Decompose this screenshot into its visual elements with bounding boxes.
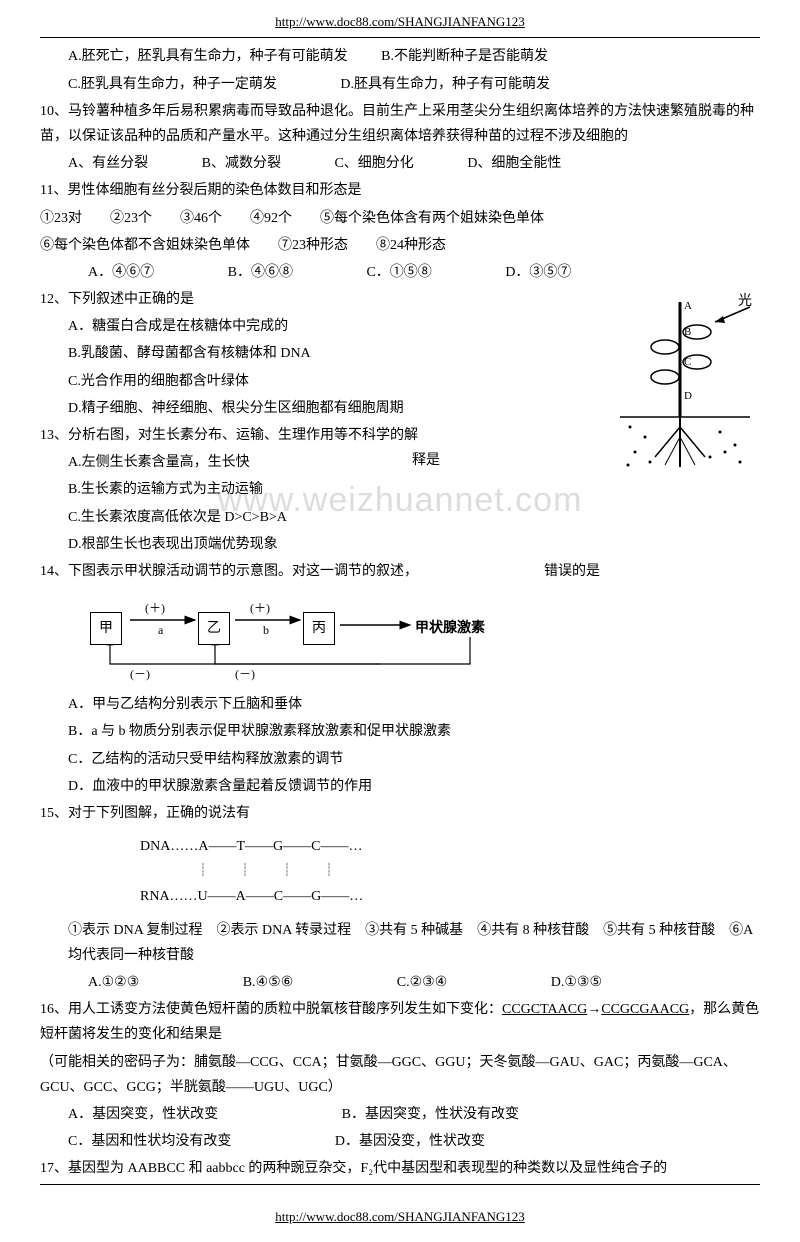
q15-circled: ①表示 DNA 复制过程 ②表示 DNA 转录过程 ③共有 5 种碱基 ④共有 …: [40, 918, 760, 968]
dna-line3: RNA……U——A——C——G——…: [140, 884, 760, 909]
footer-rule: [40, 1184, 760, 1185]
q16-a: A．基因突变，性状改变: [68, 1107, 218, 1122]
q14-a: A．甲与乙结构分别表示下丘脑和垂体: [40, 692, 760, 717]
q10-a: A、有丝分裂: [68, 156, 148, 171]
svg-text:B: B: [684, 326, 691, 338]
q16-stem1: 16、用人工诱变方法使黄色短杆菌的质粒中脱氧核苷酸序列发生如下变化：CCGCTA…: [40, 997, 760, 1047]
q10-c: C、细胞分化: [334, 156, 413, 171]
q17-stem: 17、基因型为 AABBCC 和 aabbcc 的两种豌豆杂交，F₂代中基因型和…: [40, 1156, 760, 1181]
q10-stem: 10、马铃薯种植多年后易积累病毒而导致品种退化。目前生产上采用茎尖分生组织离体培…: [40, 99, 760, 149]
q15-opts: A.①②③ B.④⑤⑥ C.②③④ D.①③⑤: [40, 970, 760, 995]
hormone-label: 甲状腺激素: [415, 616, 485, 641]
box-jia: 甲: [90, 612, 122, 645]
header-rule: [40, 37, 760, 38]
q11-opts: A．④⑥⑦ B．④⑥⑧ C．①⑤⑧ D．③⑤⑦: [40, 260, 760, 285]
q10-opts: A、有丝分裂 B、减数分裂 C、细胞分化 D、细胞全能性: [40, 151, 760, 176]
hormone-diagram: 甲 乙 丙 甲状腺激素 (＋) (＋) a b (－) (－): [80, 592, 760, 682]
q11-a: A．④⑥⑦: [88, 265, 154, 280]
q11-d: D．③⑤⑦: [505, 265, 571, 280]
box-yi: 乙: [198, 612, 230, 645]
q13-d: D.根部生长也表现出顶端优势现象: [40, 532, 760, 557]
q9-opt-b: B.不能判断种子是否能萌发: [381, 49, 548, 64]
q11-b: B．④⑥⑧: [228, 265, 293, 280]
footer-url: http://www.doc88.com/SHANGJIANFANG123: [40, 1205, 760, 1228]
q16-row1: A．基因突变，性状改变 B．基因突变，性状没有改变: [40, 1102, 760, 1127]
q9-opt-c: C.胚乳具有生命力，种子一定萌发: [68, 77, 277, 92]
q15-c: C.②③④: [397, 975, 448, 990]
q16-row2: C．基因和性状均没有改变 D．基因没变，性状改变: [40, 1129, 760, 1154]
q16-d: D．基因没变，性状改变: [335, 1134, 485, 1149]
q10-d: D、细胞全能性: [467, 156, 561, 171]
dna-diagram: DNA……A——T——G——C——… ┊ ┊ ┊ ┊ RNA……U——A——C—…: [40, 834, 760, 910]
dna-line1: DNA……A——T——G——C——…: [140, 834, 760, 859]
q14-b: B．a 与 b 物质分别表示促甲状腺激素释放激素和促甲状腺激素: [40, 719, 760, 744]
svg-text:D: D: [684, 390, 692, 402]
q9-opt-a: A.胚死亡，胚乳具有生命力，种子有可能萌发: [68, 49, 348, 64]
q16-b: B．基因突变，性状没有改变: [342, 1107, 519, 1122]
q16-stem2: （可能相关的密码子为：脯氨酸—CCG、CCA；甘氨酸—GGC、GGU；天冬氨酸—…: [40, 1050, 760, 1100]
q15-b: B.④⑤⑥: [243, 975, 294, 990]
q10-b: B、减数分裂: [202, 156, 281, 171]
q11-circled2: ⑥每个染色体都不含姐妹染色单体 ⑦23种形态 ⑧24种形态: [40, 233, 760, 258]
q15-a: A.①②③: [88, 975, 139, 990]
light-label: 光: [738, 293, 752, 309]
q16-c: C．基因和性状均没有改变: [68, 1134, 231, 1149]
q9-row1: A.胚死亡，胚乳具有生命力，种子有可能萌发 B.不能判断种子是否能萌发: [40, 44, 760, 69]
plant-figure: 光 A B C D: [610, 287, 760, 496]
q11-circled1: ①23对 ②23个 ③46个 ④92个 ⑤每个染色体含有两个姐妹染色单体: [40, 206, 760, 231]
q15-stem: 15、对于下列图解，正确的说法有: [40, 801, 760, 826]
q13-c: C.生长素浓度高低依次是 D>C>B>A: [40, 505, 760, 530]
q11-stem: 11、男性体细胞有丝分裂后期的染色体数目和形态是: [40, 178, 760, 203]
q11-c: C．①⑤⑧: [366, 265, 431, 280]
plant-svg: 光 A B C D: [610, 287, 760, 487]
q14-stem: 14、下图表示甲状腺活动调节的示意图。对这一调节的叙述， 错误的是: [40, 559, 760, 584]
svg-text:C: C: [684, 356, 691, 368]
header-url: http://www.doc88.com/SHANGJIANFANG123: [40, 10, 760, 33]
svg-text:A: A: [684, 300, 692, 312]
q15-d: D.①③⑤: [551, 975, 602, 990]
q9-opt-d: D.胚具有生命力，种子有可能萌发: [340, 77, 550, 92]
page-content: http://www.doc88.com/SHANGJIANFANG123 A.…: [40, 10, 760, 1228]
q9-row2: C.胚乳具有生命力，种子一定萌发 D.胚具有生命力，种子有可能萌发: [40, 72, 760, 97]
q14-c: C．乙结构的活动只受甲结构释放激素的调节: [40, 747, 760, 772]
q14-d: D．血液中的甲状腺激素含量起着反馈调节的作用: [40, 774, 760, 799]
dna-line2: ┊ ┊ ┊ ┊: [140, 859, 760, 884]
box-bing: 丙: [303, 612, 335, 645]
